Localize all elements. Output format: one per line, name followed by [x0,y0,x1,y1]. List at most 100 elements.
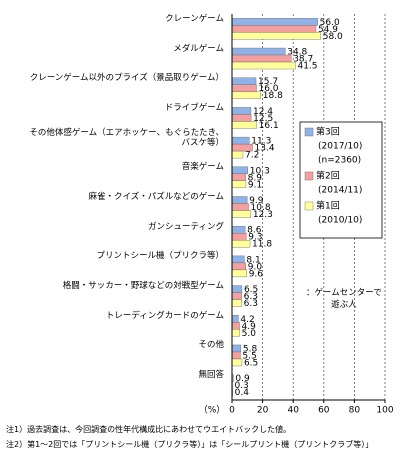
legend-swatch [304,201,314,211]
note: 注2）第1～2回では「プリントシール機（プリクラ等）」は「シールプリント機（プリ… [6,440,374,449]
legend-swatch [304,127,314,137]
x-axis-label: （%） [199,405,226,416]
legend-period: (2010/10) [318,216,362,226]
value-label: 8.9 [248,173,263,183]
bar [231,322,240,330]
bar [231,269,247,278]
bar [231,285,243,293]
value-label: 4.2 [240,315,254,325]
bar [231,166,248,175]
value-label: 18.8 [263,91,283,101]
bar [231,84,257,92]
legend-label: 第3回 [316,126,340,138]
bar [231,107,252,115]
value-label: 15.7 [258,77,278,87]
value-label: 4.9 [241,322,256,332]
value-label: 16.0 [258,84,278,94]
bar [231,299,242,307]
bar [231,329,240,337]
value-label: 16.1 [259,121,279,131]
bar [231,47,286,56]
bar [231,150,244,159]
value-label: 56.0 [320,18,340,28]
value-label: 8.6 [247,226,262,236]
y-tick-label: クレーンゲーム以外のプライズ（景品取りゲーム） [29,73,224,84]
bar [231,255,245,264]
note: 注1）過去調査は、今回調査の性年代構成比にあわせてウエイトバックした値。 [6,425,292,434]
y-tick-label: その他 [198,340,224,351]
x-tick-label: 20 [257,406,269,416]
x-tick-label: 100 [376,406,393,416]
bar [231,344,242,353]
value-label: 58.0 [323,32,343,42]
value-label: 11.3 [251,137,271,147]
value-label: 6.3 [244,299,258,309]
value-label: 9.3 [248,233,262,243]
bar [231,358,243,367]
value-label: 6.3 [244,292,258,302]
bar [231,225,246,234]
legend-sample: (n=2360) [318,156,361,166]
y-tick-label: 格闘・サッカー・野球などの対戦型ゲーム [62,281,224,292]
value-label: 12.3 [253,210,273,220]
bar [231,61,296,70]
value-label: 0.9 [235,374,250,384]
value-label: 54.9 [318,25,338,35]
x-tick-label: 0 [229,406,235,416]
value-label: 0.3 [234,381,248,391]
x-tick-label: 40 [287,406,299,416]
value-label: 11.8 [252,240,272,250]
bar [231,18,318,26]
bar [231,180,247,189]
value-label: 8.1 [246,255,260,265]
y-tick-label: メダルゲーム [173,43,224,54]
annotation: ：ゲームセンターで 遊ぶ人 [306,288,382,310]
y-tick-label: ドライブゲーム [164,102,224,113]
legend-swatch [304,171,314,181]
value-label: 34.8 [287,48,307,58]
bar [231,239,251,248]
bar [231,203,249,211]
value-label: 41.5 [297,62,317,72]
value-label: 5.5 [242,351,256,361]
y-tick-label: ガンシューティング [148,221,224,232]
y-tick-label: その他体感ゲーム（エアホッケー、もぐらたたき、 バスケ等） [29,127,224,148]
value-label: 12.5 [253,114,273,124]
x-tick-label: 80 [349,406,361,416]
value-label: 0.4 [235,388,250,398]
legend-period: (2017/10) [318,142,362,152]
y-tick-label: 無回答 [198,370,224,381]
x-tick-label: 60 [318,406,330,416]
legend-label: 第2回 [316,170,340,182]
value-label: 10.8 [251,203,271,213]
value-label: 13.4 [255,144,275,154]
bar [231,292,242,300]
y-tick-label: 麻雀・クイズ・パズルなどのゲーム [88,192,225,202]
value-label: 9.6 [249,269,264,279]
legend-label: 第1回 [316,200,340,212]
y-tick-label: 音楽ゲーム [181,162,224,173]
bar [231,77,257,85]
value-label: 9.1 [248,180,262,190]
value-label: 6.5 [244,285,258,295]
bar [231,121,257,129]
bar [231,91,261,99]
bar [231,114,252,122]
bar [231,262,246,271]
value-label: 10.3 [250,166,270,176]
y-tick-label: プリントシール機（プリクラ等） [96,251,224,262]
value-label: 12.4 [253,107,273,117]
value-label: 5.8 [243,344,258,354]
bar [231,196,248,204]
y-tick-label: トレーディングカードのゲーム [105,310,224,321]
bar [231,210,252,218]
bar [231,32,321,40]
value-label: 5.0 [242,329,257,339]
value-label: 6.5 [244,358,258,368]
bar [231,25,317,33]
bar [231,315,239,323]
bar [231,136,250,145]
y-tick-label: クレーンゲーム [165,13,224,24]
